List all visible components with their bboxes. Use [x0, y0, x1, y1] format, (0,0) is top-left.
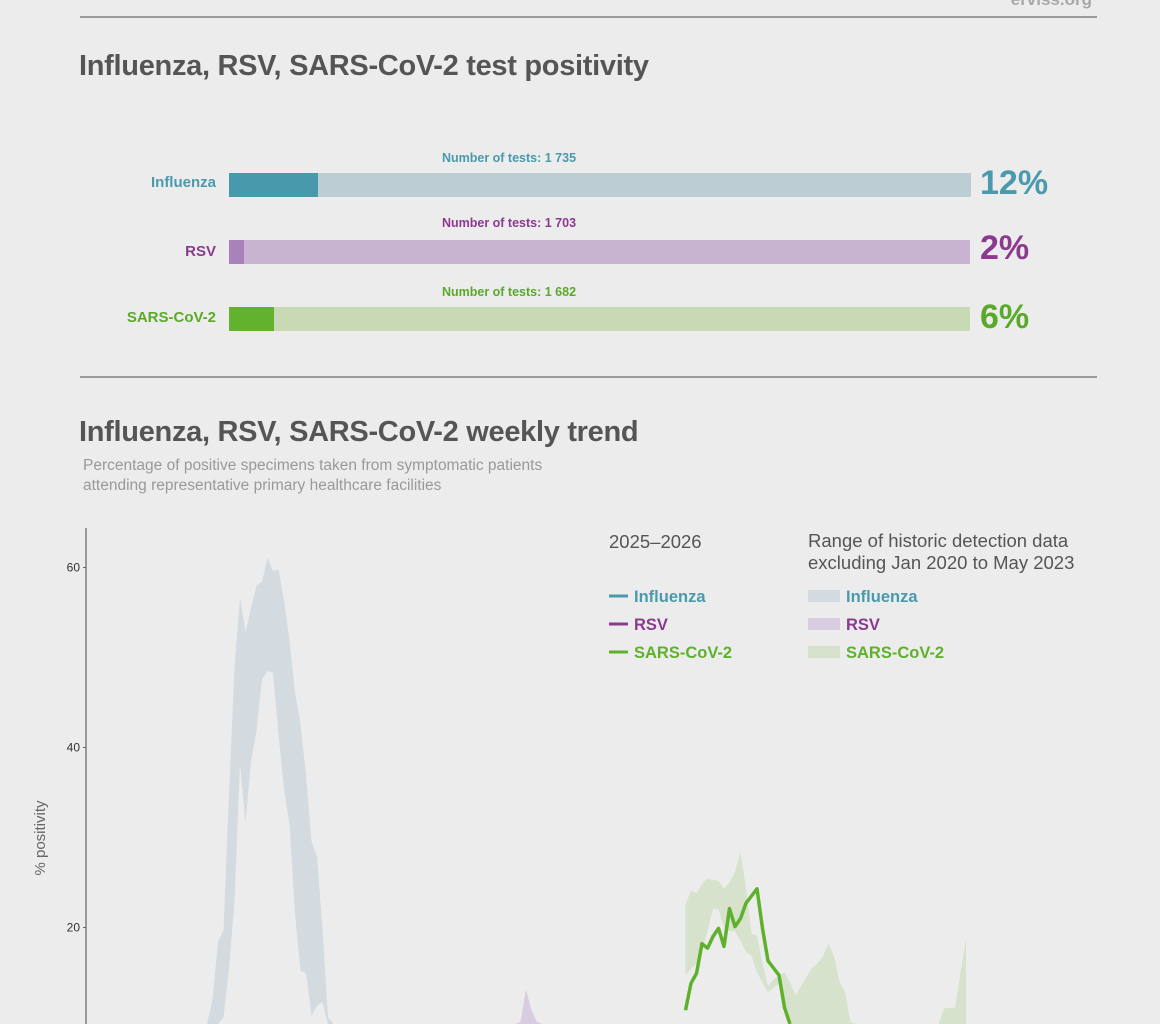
legend: 2025–2026 Range of historic detection da… — [609, 530, 1074, 662]
tests-count: Number of tests: 1 703 — [441, 216, 577, 230]
divider — [80, 376, 1097, 378]
row-label: SARS-CoV-2 — [126, 309, 216, 326]
positivity-bar — [229, 240, 970, 264]
legend-range-label-influenza: Influenza — [846, 588, 918, 606]
positivity-percent: 12% — [980, 164, 1049, 202]
positivity-bar — [229, 173, 971, 197]
positivity-title: Influenza, RSV, SARS-CoV-2 test positivi… — [79, 50, 649, 82]
row-label: RSV — [185, 243, 216, 260]
historic-range-sars-cov-2 — [685, 851, 966, 1024]
tests-count: Number of tests: 1 682 — [441, 285, 577, 299]
positivity-bar-fill — [229, 307, 274, 331]
y-axis-label: % positivity — [32, 800, 49, 876]
y-tick-label: 60 — [67, 561, 81, 575]
positivity-bar — [229, 307, 970, 331]
row-label: Influenza — [150, 174, 216, 191]
legend-label-influenza: Influenza — [634, 588, 706, 606]
legend-swatch-influenza — [808, 590, 840, 602]
positivity-bar-fill — [229, 173, 318, 197]
trend-title: Influenza, RSV, SARS-CoV-2 weekly trend — [79, 416, 639, 448]
historic-range-rsv — [515, 989, 543, 1024]
legend-label-sars-cov-2: SARS-CoV-2 — [634, 644, 732, 662]
site-url[interactable]: erviss.org — [1011, 0, 1092, 10]
legend-swatch-sars-cov-2 — [808, 646, 840, 658]
trend-subtitle-line2: attending representative primary healthc… — [83, 477, 442, 494]
legend-swatch-rsv — [808, 618, 840, 630]
legend-range-label-rsv: RSV — [846, 616, 880, 634]
y-tick-label: 20 — [67, 921, 81, 935]
y-tick-label: 40 — [67, 741, 81, 755]
historic-range-influenza — [207, 557, 339, 1024]
legend-label-rsv: RSV — [634, 616, 668, 634]
tests-count: Number of tests: 1 735 — [441, 151, 577, 165]
divider — [80, 16, 1097, 18]
series-line-sars-cov-2 — [683, 887, 792, 1024]
legend-range-title-line2: excluding Jan 2020 to May 2023 — [808, 552, 1074, 573]
positivity-percent: 6% — [980, 298, 1030, 336]
legend-range-label-sars-cov-2: SARS-CoV-2 — [846, 644, 944, 662]
positivity-bar-fill — [229, 240, 244, 264]
positivity-percent: 2% — [980, 229, 1030, 267]
trend-subtitle-line1: Percentage of positive specimens taken f… — [83, 457, 543, 474]
legend-season-title: 2025–2026 — [609, 531, 702, 552]
legend-range-title-line1: Range of historic detection data — [808, 530, 1069, 551]
